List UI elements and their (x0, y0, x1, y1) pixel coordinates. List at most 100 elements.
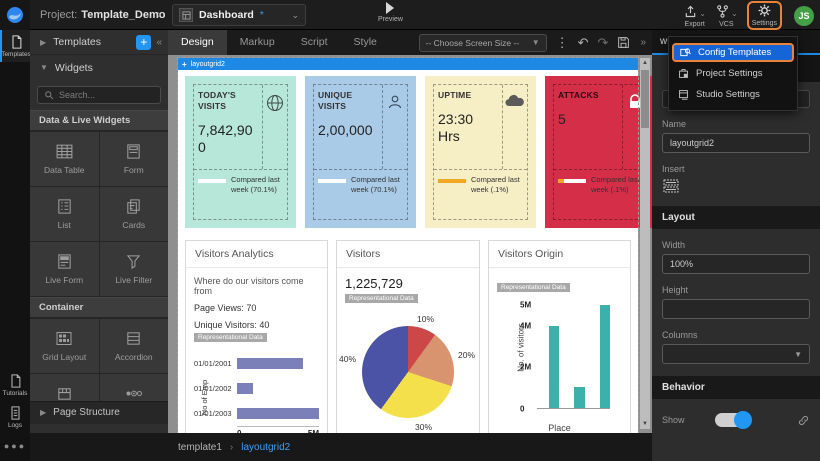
y-tick: 0 (520, 404, 525, 414)
export-button[interactable]: ⌄ Export (683, 4, 706, 28)
redo-icon[interactable]: ↷ (597, 34, 609, 50)
more-icon[interactable]: ●●● (3, 441, 27, 451)
widget-label: Form (123, 165, 144, 175)
settings-button[interactable]: Settings (746, 1, 782, 30)
breadcrumb-layoutgrid2[interactable]: layoutgrid2 (241, 441, 291, 453)
bottom-breadcrumb-bar: template1 › layoutgrid2 (30, 433, 652, 461)
visitors-pie (362, 326, 454, 418)
widget-grid-layout[interactable]: Grid Layout (30, 319, 99, 373)
search-icon (45, 91, 54, 100)
card-compare: Compared last week (70.1%) (231, 175, 280, 194)
grid-layout-icon (56, 332, 72, 345)
wavemaker-logo[interactable] (0, 0, 30, 30)
tab-style[interactable]: Style (353, 36, 377, 48)
scroll-up-icon[interactable]: ▲ (642, 60, 648, 66)
height-field[interactable] (662, 299, 810, 319)
menu-item-config-templates[interactable]: Config Templates (672, 43, 794, 62)
show-label: Show (662, 415, 685, 425)
representational-data-badge: Representational Data (345, 294, 418, 303)
tab-design[interactable]: Design (168, 30, 227, 55)
pie-label: 40% (339, 354, 357, 364)
rail-item-tutorials[interactable]: Tutorials (0, 369, 30, 401)
widget-label: Grid Layout (42, 352, 87, 362)
wavemaker-logo-icon (7, 7, 23, 23)
widget-form[interactable]: Form (99, 132, 168, 186)
pie-label: 30% (415, 422, 433, 432)
preview-label: Preview (378, 16, 403, 23)
card-unique-visits[interactable]: UNIQUE VISITS 2,00,000 Compared last wee… (305, 76, 416, 228)
kebab-menu-icon[interactable]: ⋮ (555, 34, 569, 50)
project-name: Template_Demo (81, 9, 166, 21)
tab-markup[interactable]: Markup (239, 36, 275, 48)
user-icon (383, 85, 407, 169)
widgets-header-label: Widgets (54, 61, 93, 74)
canvas-scrollbar[interactable]: ▲ ▼ (640, 58, 650, 429)
widget-live-form[interactable]: Live Form (30, 242, 99, 296)
columns-select[interactable]: ▼ (662, 344, 810, 364)
rail-item-logs[interactable]: Logs (0, 401, 30, 433)
layout-section-header[interactable]: Layout (652, 206, 820, 229)
panel-visitors-origin[interactable]: Visitors Origin Representational Data No… (488, 240, 631, 433)
card-uptime[interactable]: UPTIME 23:30 Hrs Compared last week (.1%… (425, 76, 536, 228)
name-field[interactable] (662, 133, 810, 153)
vcs-button[interactable]: ⌄ VCS (715, 4, 738, 28)
widget-cards[interactable]: Cards (99, 187, 168, 241)
widget-label: Data Table (44, 165, 85, 175)
chart-category-label: 01/01/2002 (194, 384, 232, 393)
width-label: Width (662, 240, 686, 250)
tab-script[interactable]: Script (300, 36, 328, 48)
insert-row-icon[interactable] (662, 178, 680, 194)
breadcrumb-template1[interactable]: template1 (178, 441, 222, 453)
card-attacks[interactable]: ATTACKS 5 Compared last week (.1%) (545, 76, 652, 228)
add-template-button[interactable]: + (136, 34, 152, 50)
widget-data-table[interactable]: Data Table (30, 132, 99, 186)
panel-visitors-analytics[interactable]: Visitors Analytics Where do our visitors… (185, 240, 328, 433)
name-label: Name (662, 119, 687, 129)
expand-panel-icon[interactable]: » (640, 37, 646, 48)
menu-item-project-settings[interactable]: Project Settings (672, 64, 794, 83)
live-filter-icon (126, 255, 141, 270)
screen-size-select[interactable]: -- Choose Screen Size -- ▼ (418, 33, 547, 52)
card-title: ATTACKS (558, 90, 599, 100)
widgets-section-header[interactable]: ▼ Widgets (30, 55, 168, 80)
rail-item-templates[interactable]: Templates (0, 30, 31, 62)
collapse-panel-icon[interactable]: « (156, 36, 162, 48)
widget-live-filter[interactable]: Live Filter (99, 242, 168, 296)
move-handle-icon[interactable]: + (182, 59, 187, 69)
scroll-down-icon[interactable]: ▼ (642, 421, 648, 427)
card-todays-visits[interactable]: TODAY'S VISITS 7,842,900 Compared last w… (185, 76, 296, 228)
widget-search-input[interactable]: Search... (37, 86, 161, 104)
page-structure-header[interactable]: ▶ Page Structure (30, 401, 168, 424)
card-title: TODAY'S VISITS (198, 90, 236, 112)
scrollbar-thumb[interactable] (641, 70, 649, 128)
unsaved-indicator: * (259, 9, 264, 21)
bind-property-link-icon[interactable] (797, 414, 810, 427)
templates-section-header[interactable]: ▶ Templates + « (30, 30, 168, 55)
widget-label: Live Form (45, 275, 84, 285)
menu-item-studio-settings[interactable]: Studio Settings (672, 85, 794, 104)
widget-accordion[interactable]: Accordion (99, 319, 168, 373)
behavior-section-header[interactable]: Behavior (652, 376, 820, 399)
bar (237, 383, 254, 394)
menu-item-label: Config Templates (698, 47, 772, 58)
user-avatar[interactable]: JS (794, 5, 814, 26)
widget-label: List (57, 220, 71, 230)
chart-category-label: 01/01/2001 (194, 359, 232, 368)
undo-icon[interactable]: ↶ (577, 34, 589, 50)
top-bar: Project: Template_Demo › Dashboard * ⌄ P… (0, 0, 820, 30)
panel-visitors[interactable]: Visitors 1,225,729 Representational Data… (336, 240, 480, 433)
canvas-page[interactable]: + layoutgrid2 TODAY'S VISITS 7,842,900 (177, 57, 652, 433)
preview-button[interactable]: Preview (378, 2, 403, 23)
caret-down-icon: ▼ (794, 349, 802, 359)
widget-list[interactable]: List (30, 187, 99, 241)
design-canvas[interactable]: + layoutgrid2 TODAY'S VISITS 7,842,900 (168, 55, 652, 433)
trend-bar (438, 179, 466, 183)
show-toggle[interactable] (714, 411, 752, 429)
selection-bar[interactable]: + layoutgrid2 (178, 58, 638, 70)
save-icon[interactable] (617, 36, 630, 49)
width-field[interactable] (662, 254, 810, 274)
representational-data-badge: Representational Data (497, 283, 570, 292)
analytics-panels-row: Visitors Analytics Where do our visitors… (178, 234, 638, 433)
page-selector[interactable]: Dashboard * ⌄ (172, 4, 306, 26)
cloud-icon (503, 85, 527, 169)
